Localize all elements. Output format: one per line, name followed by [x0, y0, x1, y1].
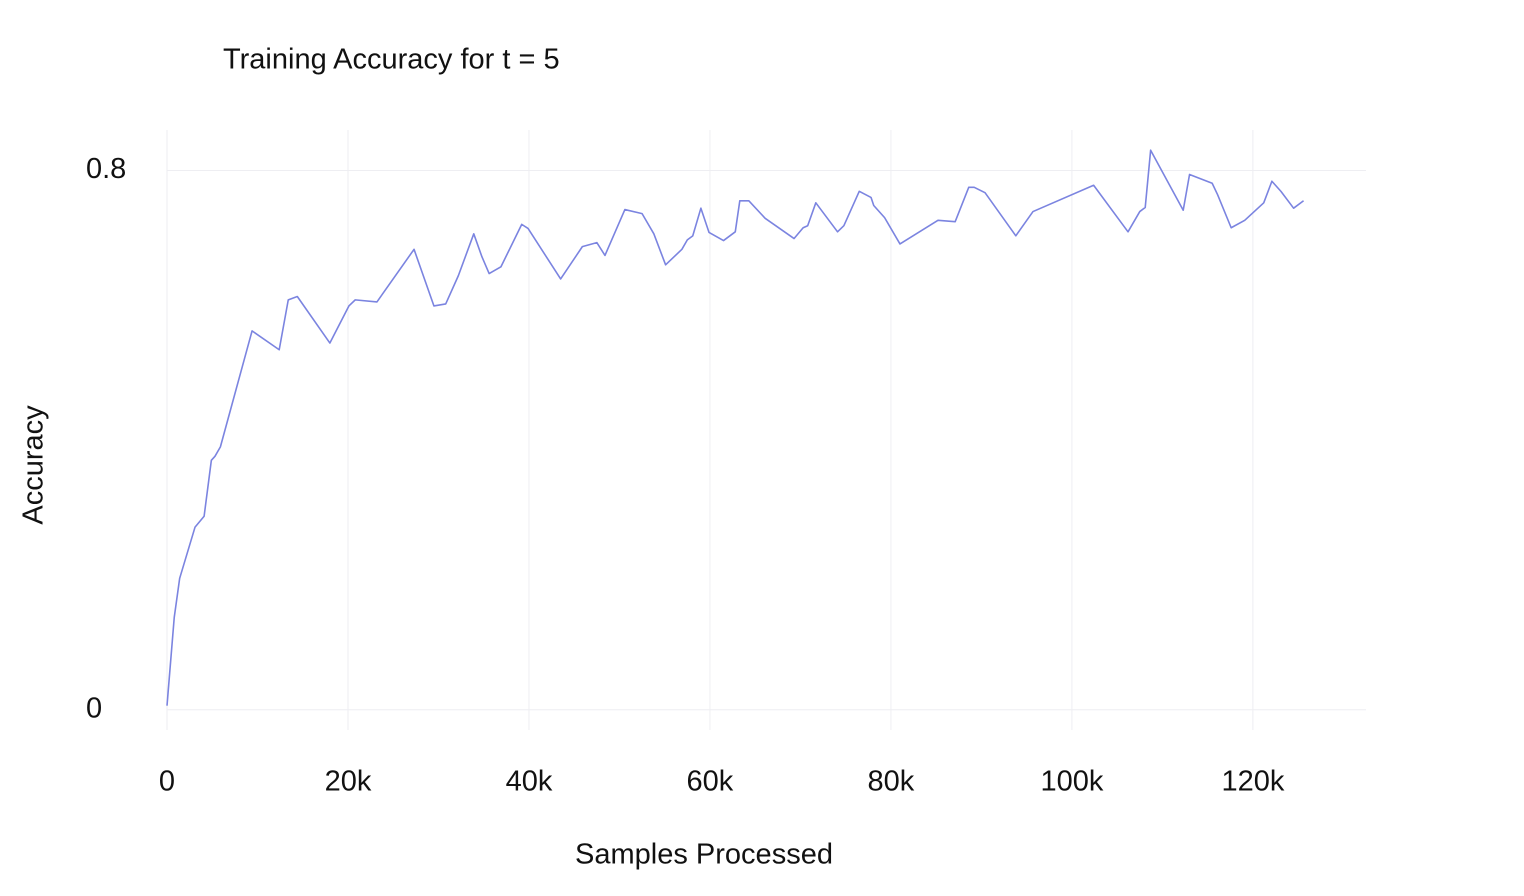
x-tick-label: 80k — [868, 766, 915, 798]
y-tick-label: 0.8 — [86, 153, 126, 185]
x-tick-label: 40k — [506, 766, 553, 798]
x-tick-label: 0 — [159, 766, 175, 798]
line — [166, 149, 1305, 706]
x-tick-label: 100k — [1040, 766, 1103, 798]
x-tick-label: 60k — [687, 766, 734, 798]
x-tick-label: 20k — [325, 766, 372, 798]
y-tick-label: 0 — [86, 692, 102, 724]
x-tick-label: 120k — [1221, 766, 1284, 798]
x-axis-label: Samples Processed — [575, 839, 833, 871]
y-axis-label: Accuracy — [18, 405, 50, 525]
chart-title: Training Accuracy for t = 5 — [223, 44, 560, 76]
